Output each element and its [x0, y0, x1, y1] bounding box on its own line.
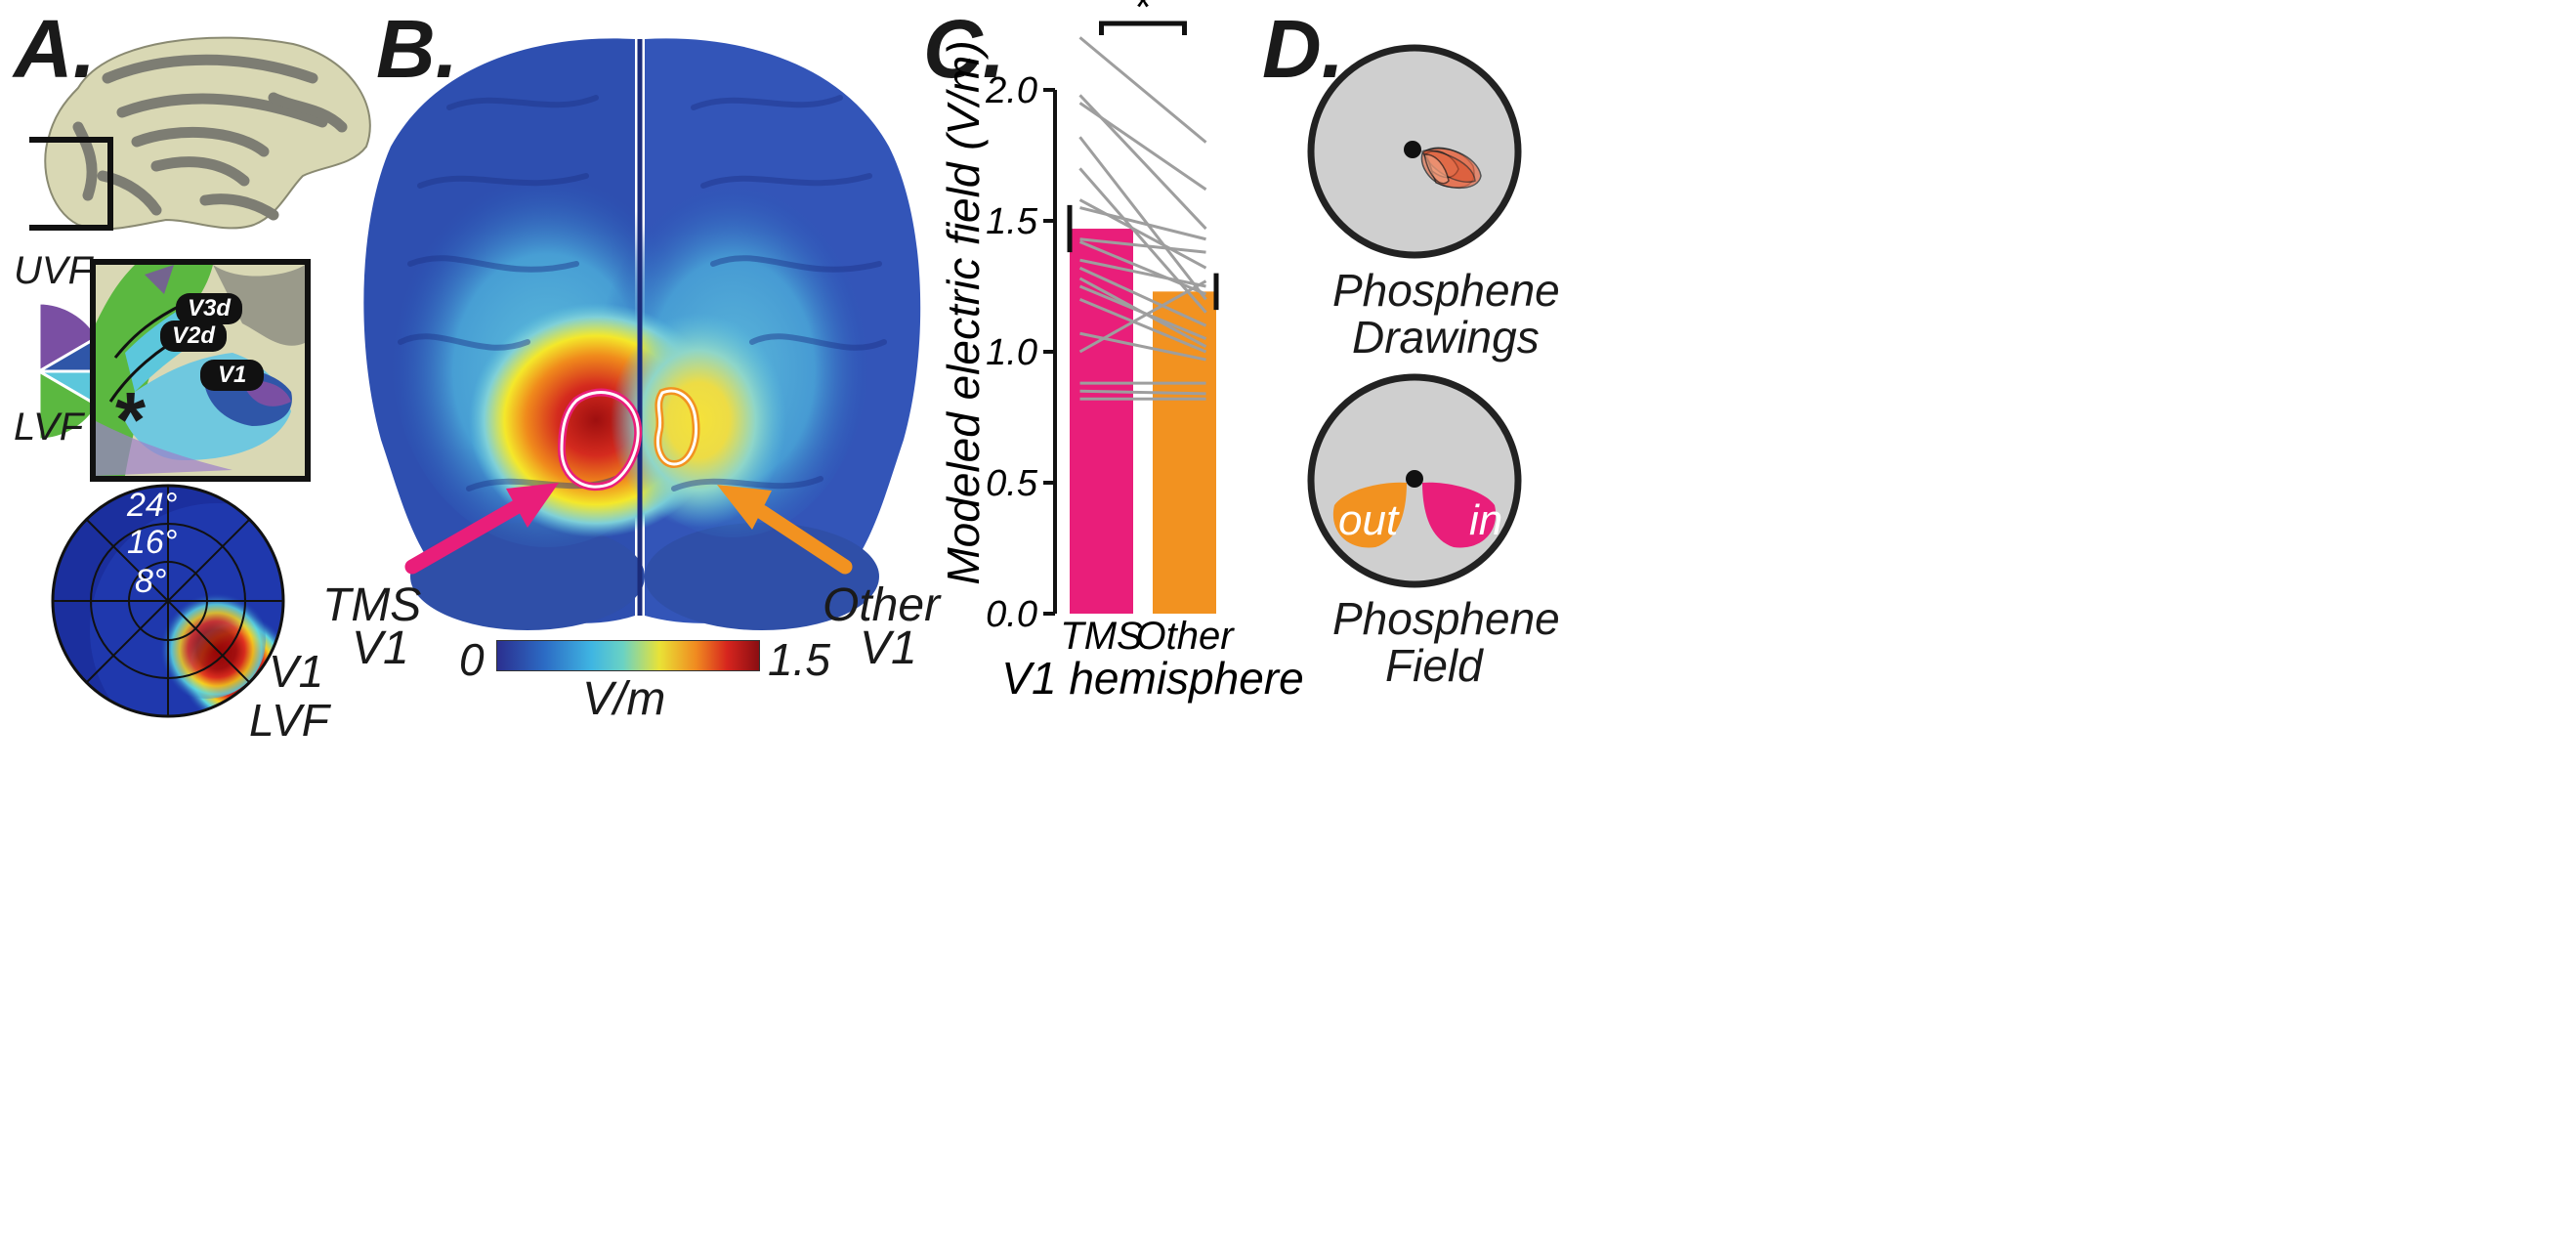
subject-line	[1078, 279, 1207, 354]
panel-c-letter: C.	[923, 3, 1005, 95]
tms-site-asterisk: *	[115, 376, 147, 463]
brain-efield-render	[363, 38, 921, 630]
x-tick-label: TMS	[1060, 615, 1143, 658]
subject-line	[1078, 198, 1207, 270]
y-tick-label: 2.0	[985, 70, 1037, 111]
other-v1-label-line2: V1	[860, 622, 917, 674]
y-tick-label: 1.5	[986, 201, 1038, 242]
phosphene-field-disc	[1307, 373, 1522, 588]
ecc-label-8: 8°	[135, 563, 167, 600]
colorbar	[496, 640, 760, 671]
phosphene-drawings-caption-2: Drawings	[1352, 312, 1540, 363]
in-label: in	[1469, 496, 1503, 544]
subject-line	[1079, 237, 1206, 254]
subject-line	[1079, 331, 1206, 362]
chart-x-axis-label: V1 hemisphere	[1001, 653, 1303, 704]
subject-line	[1078, 136, 1207, 301]
y-tick-label: 0.5	[986, 463, 1038, 504]
roi-arrows	[404, 483, 853, 575]
x-tick-label: Other	[1135, 615, 1235, 658]
polar-field-map	[51, 484, 285, 718]
panel-d-letter: D.	[1262, 3, 1344, 95]
out-label: out	[1338, 496, 1399, 544]
subject-line	[1078, 167, 1207, 314]
area-label-v1: V1	[200, 360, 265, 391]
inflated-brain	[29, 36, 371, 231]
uvf-label: UVF	[14, 249, 92, 292]
subject-line	[1079, 206, 1206, 241]
subject-line	[1078, 266, 1207, 327]
significance-asterisk: *	[1134, 0, 1151, 31]
tms-v1-label-line2: V1	[352, 622, 409, 674]
phosphene-drawings-caption-1: Phosphene	[1332, 265, 1560, 316]
area-label-v3d: V3d	[176, 293, 243, 324]
subject-line	[1078, 284, 1207, 340]
ecc-label-16: 16°	[127, 524, 178, 561]
polar-caption-lvf: LVF	[249, 695, 329, 746]
subject-line	[1079, 258, 1206, 288]
phosphene-field-caption-1: Phosphene	[1332, 593, 1560, 644]
subject-line	[1078, 36, 1207, 144]
colorbar-min: 0	[459, 634, 485, 685]
subject-line	[1078, 102, 1207, 192]
panel-a-letter: A.	[14, 3, 96, 95]
occipital-zoom	[90, 259, 311, 482]
chart-y-axis-label: Modeled electric field (V/m)	[938, 40, 989, 584]
area-label-v2d: V2d	[160, 321, 228, 352]
subject-line	[1079, 389, 1206, 396]
polar-caption-v1: V1	[269, 646, 324, 697]
bar-other	[1153, 291, 1216, 614]
colorbar-unit: V/m	[582, 673, 666, 725]
ecc-label-24: 24°	[127, 487, 178, 524]
subject-line	[1078, 298, 1207, 354]
y-tick-label: 0.0	[986, 594, 1037, 635]
lvf-label: LVF	[14, 406, 84, 449]
significance-bracket	[1099, 21, 1187, 35]
panel-b-letter: B.	[376, 3, 458, 95]
tms-v1-label-line1: TMS	[322, 579, 422, 631]
bar-tms	[1070, 229, 1133, 615]
subject-line	[1078, 240, 1207, 296]
phosphene-drawings-disc	[1307, 44, 1522, 259]
phosphene-field-caption-2: Field	[1385, 640, 1483, 691]
y-tick-label: 1.0	[986, 332, 1037, 373]
other-v1-label-line1: Other	[823, 579, 941, 631]
colorbar-max: 1.5	[768, 634, 830, 685]
